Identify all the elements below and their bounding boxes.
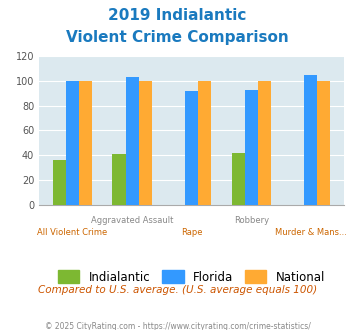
Text: Aggravated Assault: Aggravated Assault bbox=[91, 216, 173, 225]
Text: All Violent Crime: All Violent Crime bbox=[38, 228, 108, 237]
Text: Compared to U.S. average. (U.S. average equals 100): Compared to U.S. average. (U.S. average … bbox=[38, 285, 317, 295]
Bar bbox=[185, 91, 198, 205]
Legend: Indialantic, Florida, National: Indialantic, Florida, National bbox=[55, 267, 329, 287]
Text: © 2025 CityRating.com - https://www.cityrating.com/crime-statistics/: © 2025 CityRating.com - https://www.city… bbox=[45, 322, 310, 330]
Text: Robbery: Robbery bbox=[234, 216, 269, 225]
Bar bbox=[304, 75, 317, 205]
Bar bbox=[79, 81, 92, 205]
Bar bbox=[113, 154, 126, 205]
Bar bbox=[198, 81, 211, 205]
Bar bbox=[245, 89, 258, 205]
Bar bbox=[317, 81, 331, 205]
Bar bbox=[139, 81, 152, 205]
Bar bbox=[126, 77, 139, 205]
Text: Rape: Rape bbox=[181, 228, 202, 237]
Bar bbox=[66, 81, 79, 205]
Bar bbox=[231, 152, 245, 205]
Bar bbox=[53, 160, 66, 205]
Text: 2019 Indialantic: 2019 Indialantic bbox=[108, 8, 247, 23]
Text: Violent Crime Comparison: Violent Crime Comparison bbox=[66, 30, 289, 45]
Bar bbox=[258, 81, 271, 205]
Text: Murder & Mans...: Murder & Mans... bbox=[275, 228, 347, 237]
